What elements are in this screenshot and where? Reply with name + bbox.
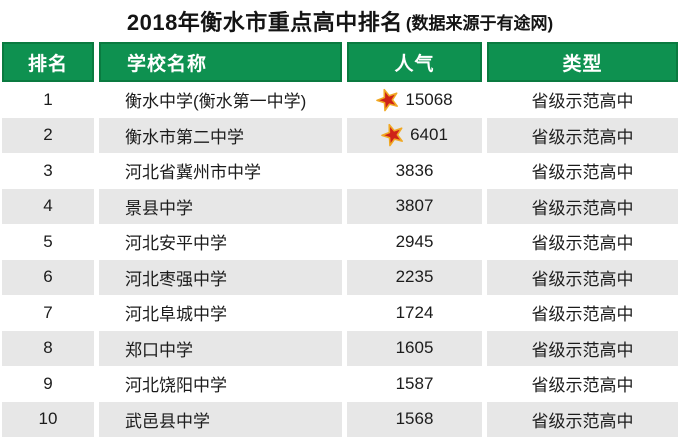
popularity-cell: 3807 — [347, 188, 482, 224]
popularity-value: 15068 — [405, 89, 453, 109]
rank-cell: 6 — [2, 259, 94, 295]
popularity-value: 3807 — [395, 196, 434, 216]
rank-cell: 1 — [2, 82, 94, 118]
header-rank: 排名 — [2, 42, 94, 82]
table-header-row: 排名 学校名称 人气 类型 — [2, 42, 678, 82]
header-type: 类型 — [487, 42, 678, 82]
table-row: 9 河北饶阳中学 1587 省级示范高中 — [2, 366, 678, 402]
type-cell: 省级示范高中 — [487, 82, 678, 118]
type-cell: 省级示范高中 — [487, 366, 678, 402]
popularity-cell: 1568 — [347, 401, 482, 437]
rank-cell: 8 — [2, 330, 94, 366]
type-cell: 省级示范高中 — [487, 330, 678, 366]
type-cell: 省级示范高中 — [487, 224, 678, 260]
rank-cell: 7 — [2, 295, 94, 331]
school-cell: 武邑县中学 — [99, 401, 342, 437]
rank-cell: 10 — [2, 401, 94, 437]
type-cell: 省级示范高中 — [487, 401, 678, 437]
rank-cell: 5 — [2, 224, 94, 260]
rank-cell: 3 — [2, 153, 94, 189]
title-source-note: (数据来源于有途网) — [405, 13, 554, 33]
popularity-value: 1568 — [395, 409, 434, 429]
red-star-icon — [381, 123, 405, 147]
page-title: 2018年衡水市重点高中排名 (数据来源于有途网) — [0, 0, 680, 42]
popularity-cell: 15068 — [347, 82, 482, 118]
type-cell: 省级示范高中 — [487, 259, 678, 295]
popularity-value: 6401 — [410, 125, 448, 145]
table-row: 7 河北阜城中学 1724 省级示范高中 — [2, 295, 678, 331]
popularity-value: 3836 — [395, 160, 434, 180]
popularity-value: 2945 — [395, 231, 434, 251]
rank-cell: 2 — [2, 117, 94, 153]
ranking-table: 排名 学校名称 人气 类型 1 衡水中学(衡水第一中学) 15068 — [2, 42, 678, 437]
popularity-cell: 2945 — [347, 224, 482, 260]
school-cell: 河北枣强中学 — [99, 259, 342, 295]
red-star-icon — [376, 88, 400, 112]
rank-cell: 9 — [2, 366, 94, 402]
popularity-cell: 1587 — [347, 366, 482, 402]
popularity-value: 1605 — [395, 338, 434, 358]
header-school: 学校名称 — [99, 42, 342, 82]
school-cell: 河北阜城中学 — [99, 295, 342, 331]
school-cell: 衡水中学(衡水第一中学) — [99, 82, 342, 118]
table-row: 8 郑口中学 1605 省级示范高中 — [2, 330, 678, 366]
school-cell: 河北安平中学 — [99, 224, 342, 260]
type-cell: 省级示范高中 — [487, 153, 678, 189]
school-cell: 河北饶阳中学 — [99, 366, 342, 402]
rank-cell: 4 — [2, 188, 94, 224]
table-row: 10 武邑县中学 1568 省级示范高中 — [2, 401, 678, 437]
popularity-cell: 2235 — [347, 259, 482, 295]
school-cell: 景县中学 — [99, 188, 342, 224]
popularity-value: 1587 — [395, 373, 434, 393]
table-row: 5 河北安平中学 2945 省级示范高中 — [2, 224, 678, 260]
popularity-cell: 1724 — [347, 295, 482, 331]
type-cell: 省级示范高中 — [487, 295, 678, 331]
popularity-value: 2235 — [395, 267, 434, 287]
school-cell: 河北省冀州市中学 — [99, 153, 342, 189]
popularity-cell: 6401 — [347, 117, 482, 153]
title-text: 2018年衡水市重点高中排名 — [126, 10, 403, 35]
table-row: 3 河北省冀州市中学 3836 省级示范高中 — [2, 153, 678, 189]
popularity-cell: 3836 — [347, 153, 482, 189]
popularity-value: 1724 — [395, 302, 434, 322]
school-cell: 郑口中学 — [99, 330, 342, 366]
type-cell: 省级示范高中 — [487, 117, 678, 153]
school-cell: 衡水市第二中学 — [99, 117, 342, 153]
header-popularity: 人气 — [347, 42, 482, 82]
table-row: 1 衡水中学(衡水第一中学) 15068 省级示范高中 — [2, 82, 678, 118]
popularity-cell: 1605 — [347, 330, 482, 366]
table-row: 6 河北枣强中学 2235 省级示范高中 — [2, 259, 678, 295]
table-row: 4 景县中学 3807 省级示范高中 — [2, 188, 678, 224]
table-row: 2 衡水市第二中学 6401 省级示范高中 — [2, 117, 678, 153]
type-cell: 省级示范高中 — [487, 188, 678, 224]
